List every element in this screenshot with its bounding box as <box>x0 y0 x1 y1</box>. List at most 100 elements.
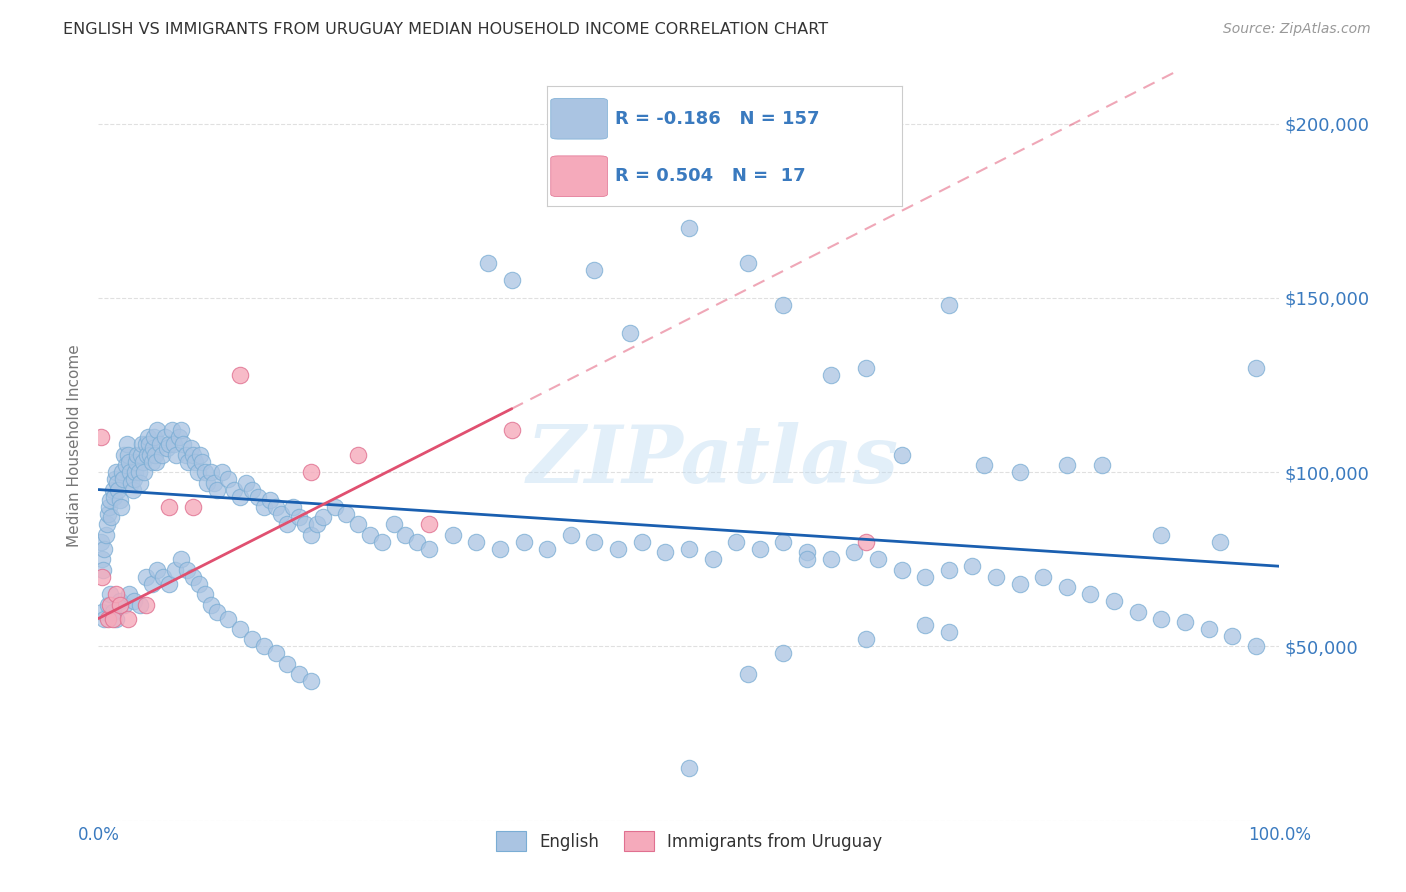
Point <box>108 598 131 612</box>
Point <box>93 541 115 556</box>
Point <box>229 368 252 382</box>
Point <box>107 483 129 497</box>
Point <box>194 587 217 601</box>
Point <box>105 475 128 490</box>
Point <box>962 559 984 574</box>
Point <box>299 528 322 542</box>
Point <box>98 587 121 601</box>
Point <box>418 517 440 532</box>
Point <box>174 448 197 462</box>
Point <box>253 500 276 514</box>
Point <box>938 563 960 577</box>
Point <box>96 517 118 532</box>
Point <box>118 587 141 601</box>
Point <box>135 598 157 612</box>
Point <box>180 441 202 455</box>
Point <box>128 465 150 479</box>
Point <box>124 465 146 479</box>
Point <box>678 541 700 556</box>
Point <box>583 263 606 277</box>
Point <box>108 594 131 608</box>
Point <box>157 500 180 514</box>
Point <box>110 500 132 514</box>
Point <box>98 493 121 508</box>
Point <box>312 510 335 524</box>
Point <box>866 552 889 566</box>
Point <box>270 507 292 521</box>
Point <box>170 423 193 437</box>
Point <box>111 465 134 479</box>
Point <box>98 598 121 612</box>
Point <box>725 534 748 549</box>
Point <box>1008 465 1031 479</box>
Point <box>288 510 311 524</box>
Point <box>112 598 135 612</box>
Point <box>118 455 141 469</box>
Point <box>347 517 370 532</box>
Point <box>382 517 405 532</box>
Point <box>501 273 523 287</box>
Point <box>90 534 112 549</box>
Point <box>134 465 156 479</box>
Point <box>246 490 269 504</box>
Point <box>94 528 117 542</box>
Point <box>132 455 155 469</box>
Point <box>259 493 281 508</box>
Point <box>276 517 298 532</box>
Point <box>772 534 794 549</box>
Point <box>142 441 165 455</box>
Point <box>855 534 877 549</box>
Point <box>187 576 209 591</box>
Point <box>305 517 328 532</box>
Point <box>128 475 150 490</box>
Point <box>191 455 214 469</box>
Point <box>217 611 239 625</box>
Point <box>984 570 1007 584</box>
Point <box>844 545 866 559</box>
Point <box>138 437 160 451</box>
Point <box>938 298 960 312</box>
Point <box>371 534 394 549</box>
Point <box>90 430 112 444</box>
Point <box>678 761 700 775</box>
Point <box>737 667 759 681</box>
Point <box>1008 576 1031 591</box>
Point <box>112 448 135 462</box>
Point <box>748 541 770 556</box>
Point <box>146 563 169 577</box>
Point <box>114 458 136 472</box>
Point <box>100 510 122 524</box>
Point <box>465 534 488 549</box>
Point <box>796 545 818 559</box>
Point <box>125 455 148 469</box>
Point <box>136 430 159 444</box>
Point <box>359 528 381 542</box>
Point <box>101 611 124 625</box>
Point <box>112 472 135 486</box>
Point <box>141 455 163 469</box>
Point <box>406 534 429 549</box>
Point <box>294 517 316 532</box>
Point <box>607 541 630 556</box>
Point <box>772 298 794 312</box>
Point <box>418 541 440 556</box>
Point <box>1244 640 1267 654</box>
Point <box>187 465 209 479</box>
Point <box>135 448 157 462</box>
Point <box>772 646 794 660</box>
Point <box>101 483 124 497</box>
Point <box>127 448 149 462</box>
Point <box>796 552 818 566</box>
Point <box>105 465 128 479</box>
Point <box>394 528 416 542</box>
Point <box>583 534 606 549</box>
Point <box>477 256 499 270</box>
Point <box>630 534 652 549</box>
Point <box>122 472 145 486</box>
Point <box>202 475 225 490</box>
Point <box>702 552 724 566</box>
Point <box>101 605 124 619</box>
Point <box>501 423 523 437</box>
Point <box>181 500 204 514</box>
Point <box>135 437 157 451</box>
